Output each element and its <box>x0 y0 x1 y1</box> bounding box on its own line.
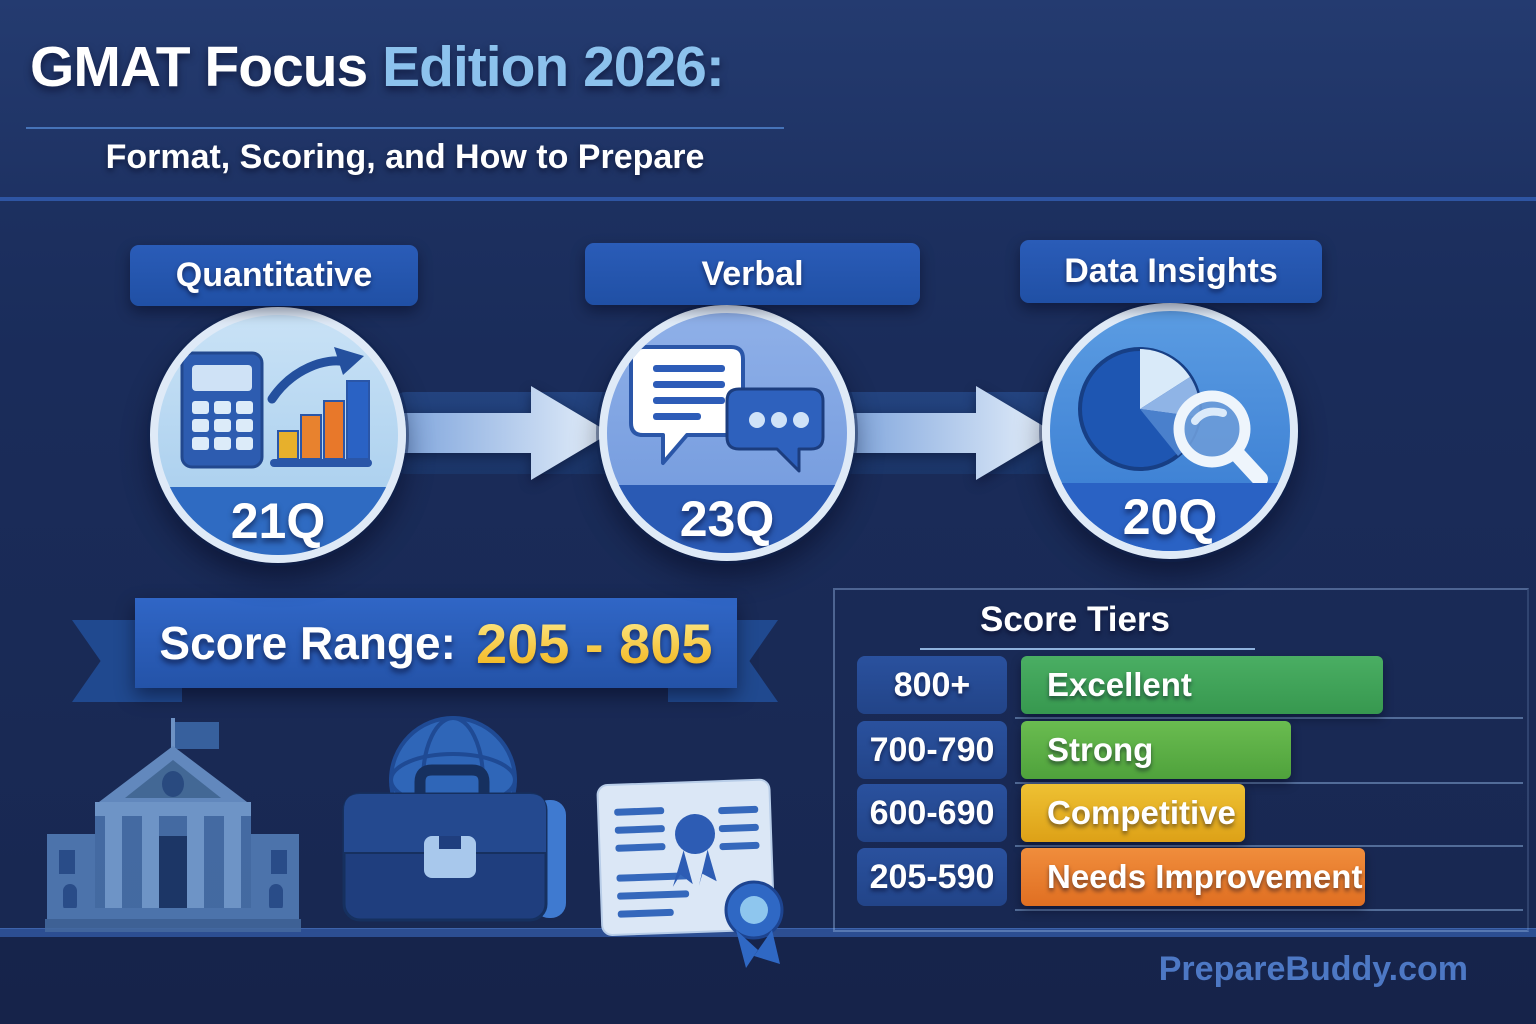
section-label: Data Insights <box>1064 252 1278 290</box>
section-label: Quantitative <box>175 256 373 294</box>
tier-label: Strong <box>1047 731 1154 768</box>
university-building-icon <box>45 718 301 932</box>
tier-divider-line <box>1015 782 1523 784</box>
tier-divider-line <box>1015 909 1523 911</box>
certificate-icon <box>596 778 784 968</box>
tier-range-label: 700-790 <box>869 730 995 769</box>
score-range-label: Score Range: <box>159 617 456 669</box>
page-title-main: GMAT Focus <box>30 35 368 99</box>
tier-row: 205-590 Needs Improvement <box>835 848 1527 911</box>
tier-row: 700-790 Strong <box>835 721 1527 784</box>
tier-bar: Competitive <box>1021 784 1245 842</box>
score-tiers-title: Score Tiers <box>979 600 1171 639</box>
calculator-bar-chart-icon <box>180 345 376 482</box>
tier-range-label: 800+ <box>893 665 971 704</box>
tier-row: 600-690 Competitive <box>835 784 1527 847</box>
tier-bar: Excellent <box>1021 656 1383 714</box>
right-arrow-icon <box>398 386 610 480</box>
score-range-banner: Score Range: 205 - 805 <box>135 598 737 688</box>
section-label: Verbal <box>701 254 804 293</box>
tier-label: Needs Improvement <box>1047 858 1363 895</box>
tier-divider-line <box>1015 717 1523 719</box>
right-arrow-icon <box>843 386 1055 480</box>
question-count: 20Q <box>1122 489 1218 545</box>
tier-range-badge: 600-690 <box>857 784 1007 842</box>
page-title-accent: Edition 2026: <box>367 35 725 99</box>
tier-divider-line <box>1015 845 1523 847</box>
section-header-quantitative: Quantitative <box>130 245 418 306</box>
question-count-band: 23Q <box>607 485 847 553</box>
tier-range-badge: 800+ <box>857 656 1007 714</box>
score-tiers-panel: Score Tiers 800+ Excellent 700-790 Stron… <box>833 588 1529 932</box>
score-tiers-underline <box>920 648 1255 650</box>
tier-bar: Needs Improvement <box>1021 848 1365 906</box>
brand-watermark: PrepareBuddy.com <box>1158 950 1468 988</box>
page-subtitle: Format, Scoring, and How to Prepare <box>105 138 705 176</box>
tier-range-label: 205-590 <box>869 857 995 896</box>
tier-label: Excellent <box>1047 666 1192 703</box>
verbal-badge: 23Q <box>599 305 855 561</box>
pie-chart-magnifier-icon <box>1070 337 1270 498</box>
question-count: 23Q <box>679 491 775 547</box>
question-count-band: 21Q <box>158 487 398 555</box>
score-range-value: 205 - 805 <box>475 611 713 675</box>
tier-bar: Strong <box>1021 721 1291 779</box>
briefcase-globe-icon <box>342 716 566 922</box>
speech-bubbles-icon <box>627 343 827 484</box>
data-insights-badge: 20Q <box>1042 303 1298 559</box>
header <box>0 0 1536 201</box>
section-header-data-insights: Data Insights <box>1020 240 1322 303</box>
page-title: GMAT Focus Edition 2026: <box>30 34 725 100</box>
tier-range-label: 600-690 <box>869 793 995 832</box>
quantitative-badge: 21Q <box>150 307 406 563</box>
question-count-band: 20Q <box>1050 483 1290 551</box>
title-divider <box>26 127 784 129</box>
tier-range-badge: 700-790 <box>857 721 1007 779</box>
section-header-verbal: Verbal <box>585 243 920 305</box>
tier-range-badge: 205-590 <box>857 848 1007 906</box>
tier-row: 800+ Excellent <box>835 656 1527 719</box>
tier-label: Competitive <box>1047 794 1236 831</box>
question-count: 21Q <box>230 493 326 549</box>
